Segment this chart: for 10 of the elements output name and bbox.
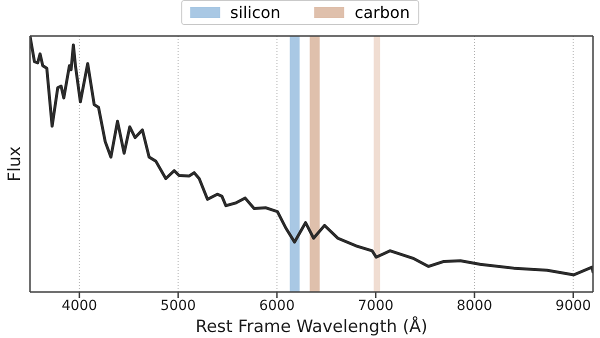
x-tick-label: 8000 [456,298,492,314]
x-axis-title: Rest Frame Wavelength (Å) [196,316,428,337]
x-tick-label: 6000 [259,298,295,314]
x-tick-label: 5000 [160,298,196,314]
x-tick-label: 9000 [555,298,592,314]
x-tick-label: 7000 [358,298,394,314]
legend-label: carbon [354,3,410,22]
y-axis-title: Flux [5,146,26,182]
x-tick-label: 4000 [62,298,98,314]
legend-label: silicon [230,3,281,22]
